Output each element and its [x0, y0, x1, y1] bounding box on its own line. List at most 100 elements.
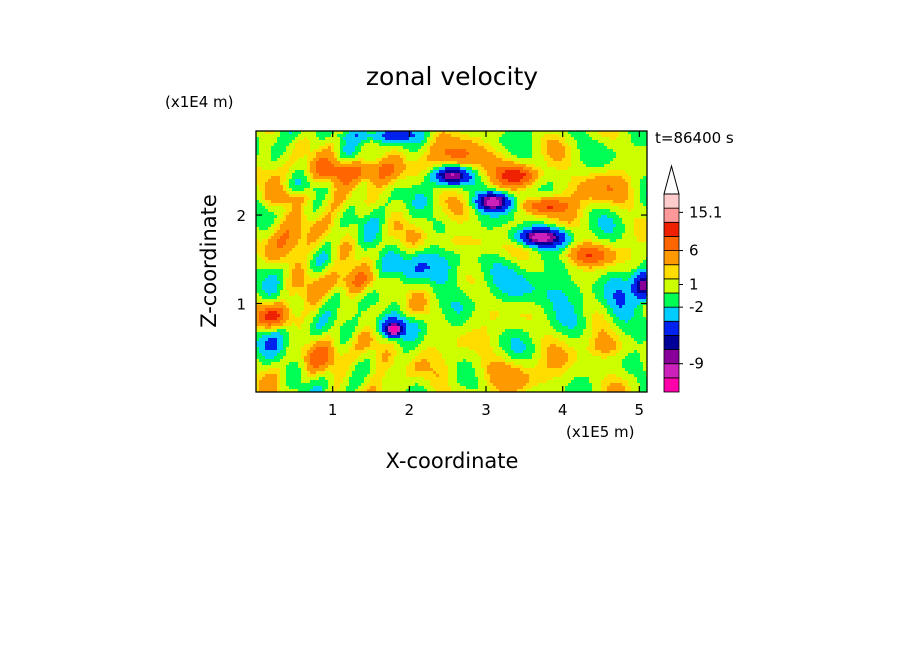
- field-cell: [547, 218, 551, 222]
- field-cell: [343, 239, 347, 243]
- field-cell: [391, 143, 395, 147]
- field-cell: [496, 203, 500, 207]
- field-cell: [379, 221, 383, 225]
- field-cell: [256, 176, 260, 180]
- field-cell: [328, 152, 332, 156]
- field-cell: [391, 218, 395, 222]
- field-cell: [472, 212, 476, 216]
- field-cell: [286, 143, 290, 147]
- field-cell: [634, 164, 638, 168]
- field-cell: [316, 203, 320, 207]
- field-cell: [499, 134, 503, 138]
- field-cell: [340, 155, 344, 159]
- field-cell: [517, 218, 521, 222]
- field-cell: [421, 200, 425, 204]
- field-cell: [466, 218, 470, 222]
- field-cell: [505, 200, 509, 204]
- field-cell: [394, 215, 398, 219]
- field-cell: [418, 161, 422, 165]
- field-cell: [361, 197, 365, 201]
- field-cell: [259, 167, 263, 171]
- field-cell: [523, 146, 527, 150]
- field-cell: [367, 197, 371, 201]
- field-cell: [565, 146, 569, 150]
- field-cell: [637, 191, 641, 195]
- field-cell: [502, 230, 506, 234]
- field-cell: [487, 194, 491, 198]
- field-cell: [643, 182, 647, 186]
- field-cell: [622, 137, 626, 141]
- field-cell: [622, 173, 626, 177]
- field-cell: [490, 230, 494, 234]
- field-cell: [577, 239, 581, 243]
- field-cell: [583, 170, 587, 174]
- field-cell: [286, 131, 290, 135]
- field-cell: [475, 173, 479, 177]
- field-cell: [454, 152, 458, 156]
- field-cell: [358, 161, 362, 165]
- field-cell: [259, 155, 263, 159]
- field-cell: [370, 140, 374, 144]
- field-cell: [442, 131, 446, 135]
- field-cell: [358, 143, 362, 147]
- field-cell: [613, 233, 617, 237]
- field-cell: [568, 155, 572, 159]
- field-cell: [523, 158, 527, 162]
- field-cell: [397, 164, 401, 168]
- field-cell: [565, 161, 569, 165]
- field-cell: [454, 188, 458, 192]
- field-cell: [559, 170, 563, 174]
- field-cell: [508, 227, 512, 231]
- field-cell: [451, 155, 455, 159]
- field-cell: [349, 140, 353, 144]
- field-cell: [457, 182, 461, 186]
- field-cell: [568, 200, 572, 204]
- field-cell: [631, 164, 635, 168]
- field-cell: [481, 173, 485, 177]
- field-cell: [553, 218, 557, 222]
- field-cell: [634, 155, 638, 159]
- field-cell: [589, 170, 593, 174]
- field-cell: [445, 158, 449, 162]
- field-cell: [427, 146, 431, 150]
- field-cell: [418, 227, 422, 231]
- field-cell: [496, 152, 500, 156]
- field-cell: [616, 227, 620, 231]
- field-cell: [511, 221, 515, 225]
- field-cell: [292, 218, 296, 222]
- field-cell: [631, 227, 635, 231]
- field-cell: [505, 203, 509, 207]
- field-cell: [550, 158, 554, 162]
- field-cell: [598, 170, 602, 174]
- field-cell: [622, 242, 626, 246]
- field-cell: [526, 188, 530, 192]
- field-cell: [571, 230, 575, 234]
- field-cell: [397, 185, 401, 189]
- field-cell: [343, 158, 347, 162]
- field-cell: [586, 185, 590, 189]
- field-cell: [640, 155, 644, 159]
- field-cell: [379, 155, 383, 159]
- field-cell: [541, 164, 545, 168]
- field-cell: [349, 221, 353, 225]
- field-cell: [265, 140, 269, 144]
- field-cell: [403, 185, 407, 189]
- field-cell: [535, 167, 539, 171]
- field-cell: [421, 146, 425, 150]
- field-cell: [373, 152, 377, 156]
- field-cell: [601, 161, 605, 165]
- field-cell: [433, 161, 437, 165]
- field-cell: [556, 155, 560, 159]
- field-cell: [319, 158, 323, 162]
- field-cell: [562, 158, 566, 162]
- field-cell: [310, 233, 314, 237]
- field-cell: [256, 188, 260, 192]
- field-cell: [586, 221, 590, 225]
- field-cell: [568, 134, 572, 138]
- field-cell: [490, 131, 494, 135]
- field-cell: [304, 218, 308, 222]
- field-cell: [541, 212, 545, 216]
- field-cell: [427, 212, 431, 216]
- field-cell: [523, 131, 527, 135]
- field-cell: [577, 200, 581, 204]
